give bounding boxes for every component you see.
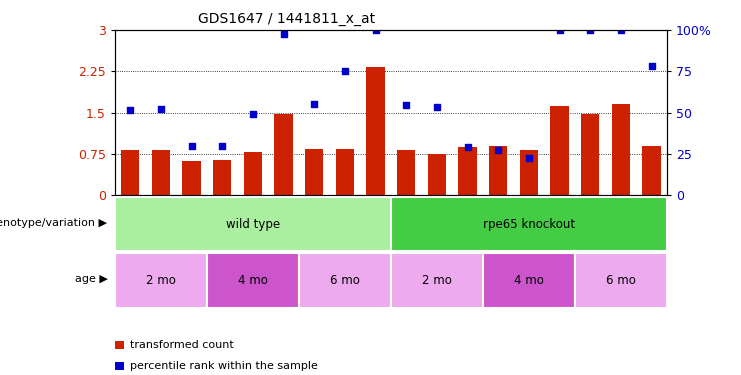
Bar [489,146,508,195]
Point [370,27,382,33]
Point [124,107,136,113]
Text: 2 mo: 2 mo [146,274,176,287]
Text: 6 mo: 6 mo [330,274,360,287]
Point [308,101,320,107]
Bar [336,149,354,195]
Point [431,104,443,110]
Point [278,31,290,37]
Text: 2 mo: 2 mo [422,274,452,287]
Bar [483,253,575,308]
Text: 6 mo: 6 mo [606,274,636,287]
Text: wild type: wild type [226,217,280,231]
Bar [397,150,416,195]
Point [462,144,473,150]
Bar [459,147,476,195]
Bar [244,152,262,195]
Bar [611,104,630,195]
Point [400,102,412,108]
Point [615,27,627,33]
Text: 4 mo: 4 mo [238,274,268,287]
Point [645,63,657,69]
Bar [391,253,483,308]
Bar [305,149,323,195]
Bar [519,150,538,195]
Bar [274,114,293,195]
Point [216,142,228,148]
Point [492,147,504,153]
Bar [121,150,139,195]
Point [554,27,565,33]
Bar [551,106,569,195]
Bar [207,253,299,308]
Text: age ▶: age ▶ [75,274,107,284]
Bar [213,160,231,195]
Point [185,142,197,148]
Text: genotype/variation ▶: genotype/variation ▶ [0,218,107,228]
Bar [366,68,385,195]
Bar [115,197,391,251]
Point [585,27,597,33]
Point [247,111,259,117]
Bar [575,253,667,308]
Bar [391,197,667,251]
Point [339,68,350,74]
Point [155,106,167,112]
Bar [642,146,661,195]
Text: rpe65 knockout: rpe65 knockout [483,217,575,231]
Bar [115,253,207,308]
Bar [152,150,170,195]
Text: 4 mo: 4 mo [514,274,544,287]
Bar [581,114,599,195]
Bar [182,161,201,195]
Text: GDS1647 / 1441811_x_at: GDS1647 / 1441811_x_at [198,12,375,26]
Bar [428,154,446,195]
Bar [299,253,391,308]
Point [523,154,535,160]
Text: transformed count: transformed count [130,340,233,350]
Text: percentile rank within the sample: percentile rank within the sample [130,361,318,370]
